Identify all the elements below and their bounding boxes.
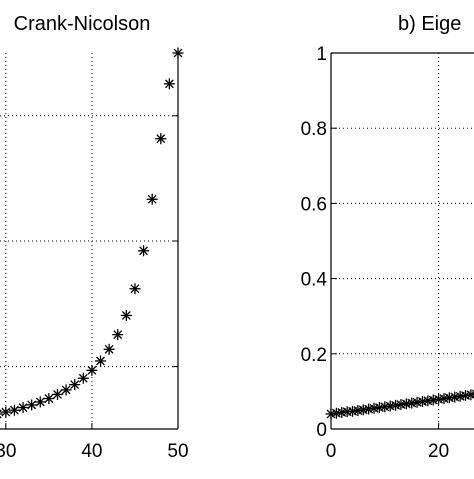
panel-b-axes	[331, 53, 474, 429]
panel-a-point-10	[69, 379, 80, 390]
panel-b-y-tick-label-4: 0.8	[301, 119, 327, 140]
panel-a-point-22	[173, 48, 184, 59]
panel-a-point-18	[138, 245, 149, 256]
panel-a-point-8	[52, 389, 63, 400]
panel-a-x-tick-label-1: 40	[81, 441, 102, 462]
panel-b-y-tick-label-2: 0.4	[301, 270, 328, 291]
panel-a-point-2	[0, 407, 11, 418]
panel-a-point-4	[18, 402, 29, 413]
panel-a-point-5	[26, 399, 37, 410]
panel-a-point-15	[112, 329, 123, 340]
panel-a-data-points	[0, 48, 183, 422]
panel-b-y-tick-label-0: 0	[316, 420, 327, 441]
panel-b-x-tick-labels: 0 20	[326, 441, 449, 462]
panel-a-point-21	[164, 78, 175, 89]
panel-a-point-20	[155, 133, 166, 144]
panel-a: Crank-Nicolson 30 40 50	[0, 13, 189, 462]
panel-b-x-tick-label-0: 0	[326, 441, 337, 462]
panel-b-title: b) Eige	[398, 13, 461, 35]
panel-a-point-19	[147, 194, 158, 205]
panel-a-x-tick-label-0: 30	[0, 441, 16, 462]
panel-b-grid	[331, 53, 474, 429]
panel-b-data-points	[326, 389, 474, 420]
panel-a-point-11	[78, 373, 89, 384]
panel-b-x-tick-label-1: 20	[428, 441, 449, 462]
panel-a-x-tick-labels: 30 40 50	[0, 441, 189, 462]
panel-a-point-16	[121, 310, 132, 321]
panel-b: b) Eige 0 0.2 0.4 0.6 0.8 1 0 20	[301, 13, 474, 462]
panel-b-y-tick-label-5: 1	[316, 44, 327, 65]
panel-b-y-tick-labels: 0 0.2 0.4 0.6 0.8 1	[301, 44, 328, 441]
panel-a-point-14	[104, 344, 115, 355]
panel-b-y-tick-label-1: 0.2	[301, 345, 327, 366]
panel-b-y-tick-label-3: 0.6	[301, 194, 327, 215]
panel-a-x-tick-label-2: 50	[167, 441, 188, 462]
panel-a-point-12	[86, 365, 97, 376]
panel-a-point-17	[129, 283, 140, 294]
panel-a-point-1	[0, 408, 3, 419]
panel-a-title: Crank-Nicolson	[14, 13, 151, 35]
panel-a-point-9	[61, 384, 72, 395]
panel-a-point-3	[9, 405, 20, 416]
panel-a-point-13	[95, 355, 106, 366]
